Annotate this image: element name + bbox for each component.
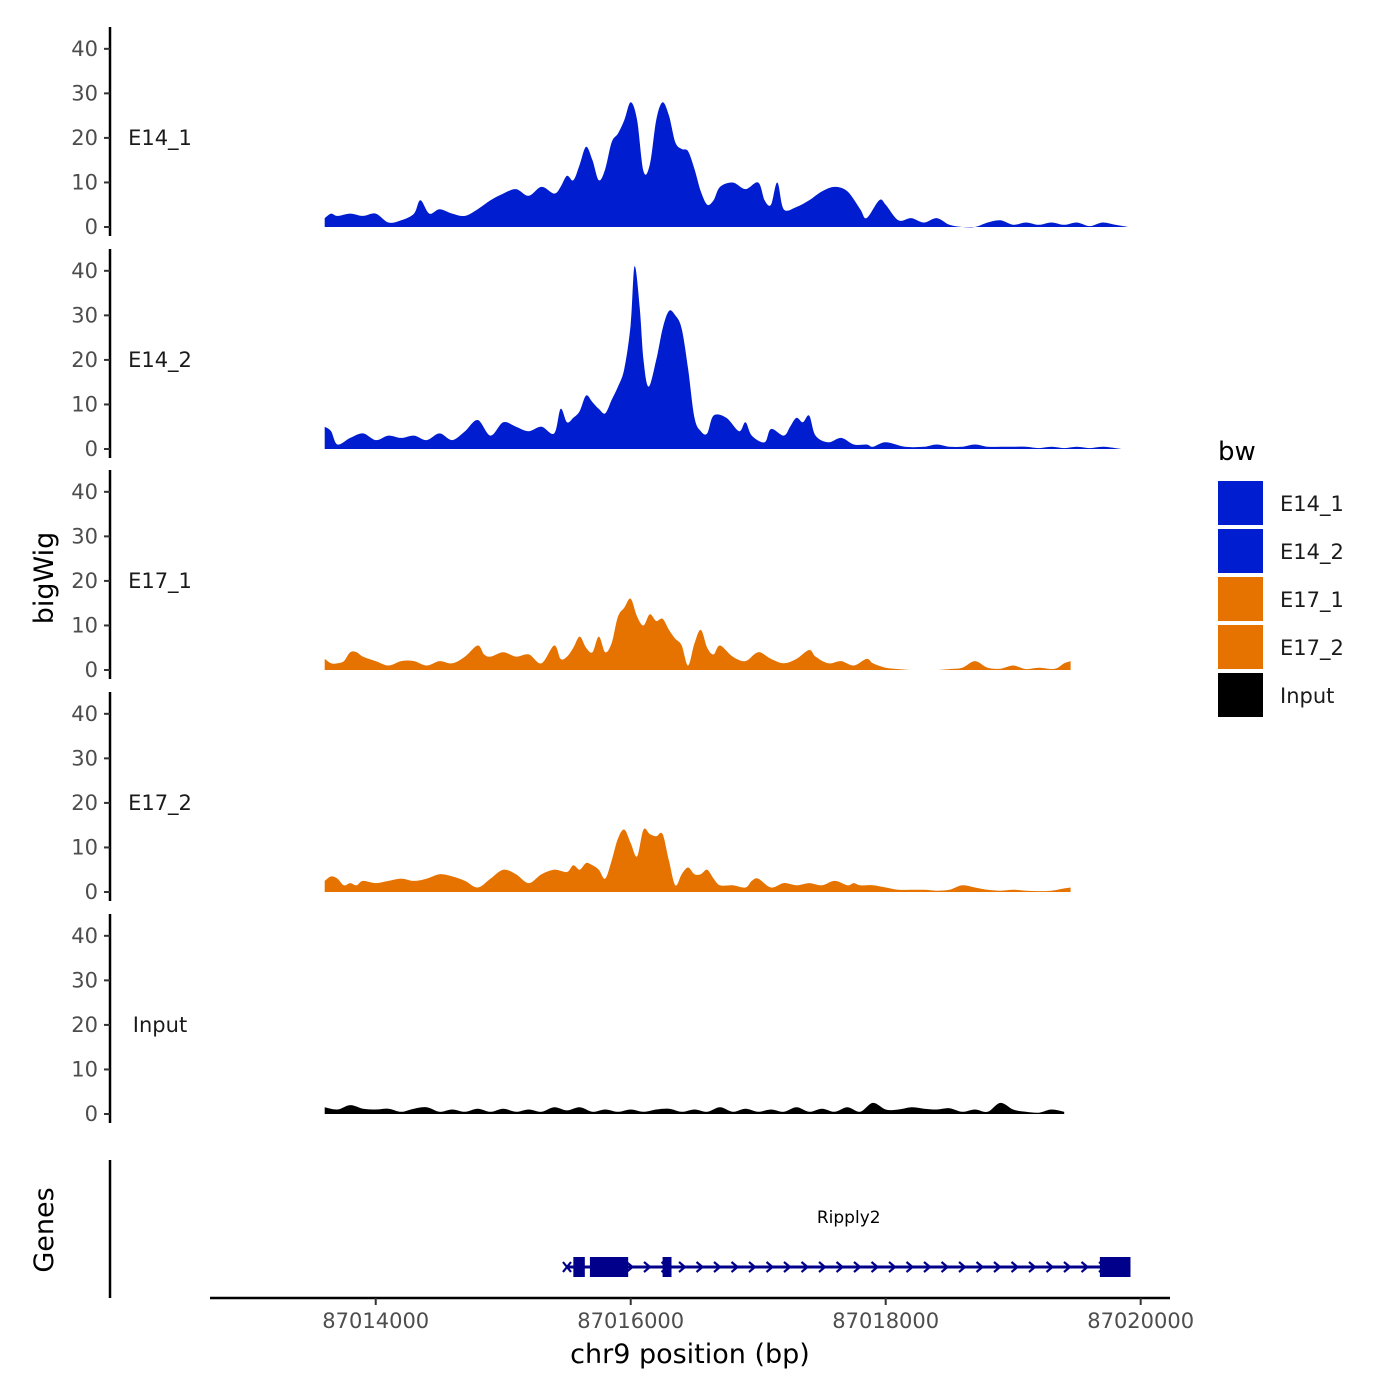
legend-title: bw <box>1218 437 1256 467</box>
strand-arrow <box>695 1261 705 1273</box>
y-tick-label: 0 <box>85 880 98 904</box>
strand-arrow <box>1063 1261 1072 1273</box>
y-tick-label: 40 <box>71 480 98 504</box>
y-tick-label: 20 <box>71 348 98 372</box>
y-tick-label: 30 <box>71 303 98 327</box>
legend: bw E14_1 E14_2 E17_1 E17_2 Input <box>1218 437 1344 717</box>
strand-arrow <box>748 1261 757 1273</box>
y-tick-label: 0 <box>85 215 98 239</box>
y-tick-label: 20 <box>71 569 98 593</box>
y-tick-label: 20 <box>71 1013 98 1037</box>
y-tick-label: 20 <box>71 791 98 815</box>
strand-arrow <box>1028 1261 1037 1273</box>
track-e14-2: 0 10 20 30 40 E14_2 <box>71 249 1122 461</box>
strand-arrow <box>835 1261 845 1273</box>
coverage-area-e17-2 <box>324 828 1071 892</box>
gene-name-label: Ripply2 <box>817 1208 881 1228</box>
y-tick-label: 30 <box>71 968 98 992</box>
gene-exon <box>573 1257 585 1277</box>
gene-ripply2: Ripply2 <box>562 1208 1131 1277</box>
y-tick-label: 10 <box>71 613 98 637</box>
x-tick-label: 87016000 <box>577 1309 684 1333</box>
legend-swatch <box>1218 529 1263 573</box>
legend-item-e17-1: E17_1 <box>1218 577 1344 621</box>
strand-arrow <box>993 1261 1002 1273</box>
strand-arrow <box>625 1261 635 1273</box>
strand-arrow <box>1080 1261 1090 1273</box>
x-tick-label: 87018000 <box>832 1309 939 1333</box>
y-tick-label: 30 <box>71 81 98 105</box>
x-axis-title: chr9 position (bp) <box>570 1339 810 1370</box>
gene-start-marker <box>562 1261 572 1273</box>
legend-label: Input <box>1280 684 1334 708</box>
gene-exon <box>589 1257 629 1277</box>
track-input: 0 10 20 30 40 Input <box>71 914 1065 1126</box>
track-label: E17_2 <box>128 791 192 816</box>
strand-arrow <box>870 1261 880 1273</box>
track-e17-2: 0 10 20 30 40 E17_2 <box>71 692 1071 904</box>
legend-item-e17-2: E17_2 <box>1218 625 1344 669</box>
legend-label: E14_2 <box>1280 540 1344 565</box>
y-tick-label: 30 <box>71 746 98 770</box>
y-tick-label: 0 <box>85 1102 98 1126</box>
legend-swatch <box>1218 577 1263 621</box>
strand-arrow <box>958 1261 967 1273</box>
legend-swatch <box>1218 673 1263 717</box>
y-tick-label: 10 <box>71 170 98 194</box>
strand-arrow <box>818 1261 827 1273</box>
legend-label: E14_1 <box>1280 492 1344 517</box>
track-label: Input <box>133 1013 187 1037</box>
y-tick-label: 10 <box>71 1057 98 1081</box>
strand-arrow <box>678 1261 687 1273</box>
strand-arrow <box>1010 1261 1020 1273</box>
y-tick-label: 30 <box>71 524 98 548</box>
gene-track-title: Genes <box>29 1187 60 1272</box>
legend-item-input: Input <box>1218 673 1334 717</box>
strand-arrow <box>905 1261 915 1273</box>
coverage-area-e14-1 <box>324 102 1128 228</box>
strand-arrow <box>783 1261 792 1273</box>
strand-arrow <box>853 1261 862 1273</box>
coverage-area-e17-1 <box>324 598 1071 671</box>
gene-exon <box>1099 1257 1131 1277</box>
y-tick-label: 40 <box>71 924 98 948</box>
y-tick-label: 40 <box>71 259 98 283</box>
legend-label: E17_1 <box>1280 588 1344 613</box>
track-label: E17_1 <box>128 569 192 594</box>
track-label: E14_2 <box>128 348 192 373</box>
y-tick-label: 40 <box>71 37 98 61</box>
legend-item-e14-2: E14_2 <box>1218 529 1344 573</box>
strand-arrow <box>765 1261 775 1273</box>
strand-arrow <box>800 1261 810 1273</box>
track-e17-1: 0 10 20 30 40 E17_1 <box>71 470 1071 682</box>
x-tick-label: 87020000 <box>1087 1309 1194 1333</box>
track-label: E14_1 <box>128 126 192 151</box>
strand-arrow <box>940 1261 950 1273</box>
track-e14-1: 0 10 20 30 40 E14_1 <box>71 27 1128 239</box>
y-tick-label: 10 <box>71 392 98 416</box>
y-tick-label: 40 <box>71 702 98 726</box>
legend-swatch <box>1218 625 1263 669</box>
y-tick-label: 0 <box>85 658 98 682</box>
legend-swatch <box>1218 481 1263 525</box>
strand-arrow <box>888 1261 897 1273</box>
strand-arrow <box>643 1261 652 1273</box>
y-tick-label: 0 <box>85 437 98 461</box>
strand-arrow <box>923 1261 932 1273</box>
legend-item-e14-1: E14_1 <box>1218 481 1344 525</box>
strand-arrow <box>1045 1261 1055 1273</box>
strand-arrow <box>730 1261 740 1273</box>
x-tick-label: 87014000 <box>322 1309 429 1333</box>
y-tick-label: 20 <box>71 126 98 150</box>
y-axis-title: bigWig <box>29 532 60 625</box>
legend-label: E17_2 <box>1280 636 1344 661</box>
strand-arrow <box>975 1261 985 1273</box>
coverage-area-e14-2 <box>324 266 1122 449</box>
coverage-area-input <box>324 1102 1065 1114</box>
y-tick-label: 10 <box>71 835 98 859</box>
gene-exon <box>662 1257 672 1277</box>
strand-arrow <box>713 1261 722 1273</box>
